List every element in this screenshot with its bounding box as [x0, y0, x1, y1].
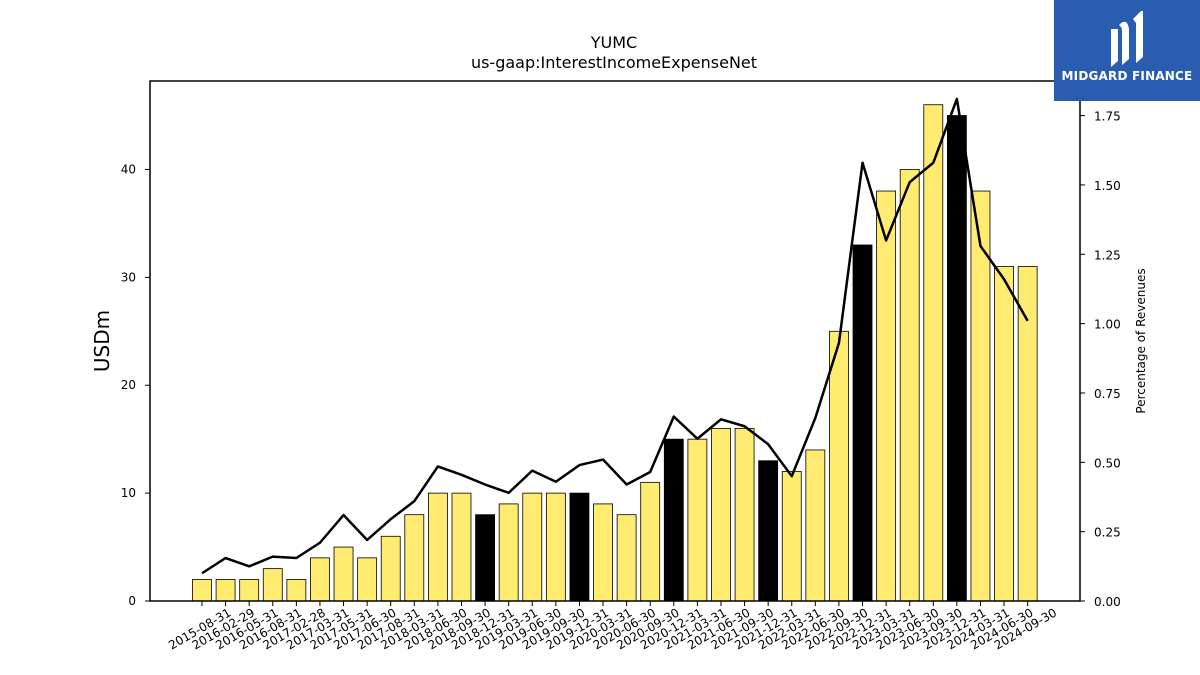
y2-tick-label: 0.00	[1094, 595, 1121, 609]
bar-2019-09-30	[545, 492, 566, 602]
y-tick-label: 30	[121, 270, 136, 284]
bar-2018-12-31	[475, 514, 495, 602]
bar-2023-03-31	[876, 190, 897, 602]
bar-2020-06-30	[616, 514, 637, 602]
y-axis-label: USDm	[90, 310, 114, 372]
bar-2016-05-31	[239, 579, 260, 602]
y2-tick-label: 1.00	[1094, 318, 1121, 332]
y2-tick-label: 0.75	[1094, 387, 1121, 401]
bar-2024-03-31	[970, 190, 991, 602]
y-tick-label: 40	[121, 162, 136, 176]
chart-subtitle: us-gaap:InterestIncomeExpenseNet	[471, 53, 757, 72]
bar-2023-12-31	[946, 115, 967, 602]
y2-tick-label: 1.75	[1094, 110, 1121, 124]
y-tick-label: 10	[121, 486, 136, 500]
bar-2022-09-30	[829, 330, 849, 602]
line-group	[201, 97, 1029, 575]
y-tick-label: 20	[121, 378, 136, 392]
y2-tick-label: 1.50	[1094, 179, 1121, 193]
bar-2017-02-28	[286, 579, 307, 602]
bar-2021-06-30	[711, 427, 731, 602]
bar-2022-12-31	[852, 244, 873, 602]
midgard-finance-logo: MIDGARD FINANCE	[1054, 0, 1200, 101]
bar-2017-03-31	[310, 557, 330, 602]
right-axis: 0.00 0.25 0.50 0.75 1.00 1.25 1.50 1.75	[1080, 110, 1121, 609]
bar-2022-03-31	[781, 471, 802, 602]
bar-2022-06-30	[805, 449, 826, 602]
midgard-logo-icon	[1111, 11, 1143, 67]
bars-group	[192, 104, 1038, 602]
bar-2018-03-31	[404, 514, 425, 602]
y-tick-label: 0	[128, 594, 136, 608]
bar-2017-08-31	[380, 535, 401, 602]
y2-tick-label: 0.50	[1094, 456, 1121, 470]
bar-2019-12-31	[569, 492, 590, 602]
bar-2018-09-30	[451, 492, 472, 602]
bar-2017-06-30	[357, 557, 378, 602]
y2-axis-label: Percentage of Revenues	[1134, 268, 1148, 413]
bar-2024-09-30	[1017, 266, 1038, 602]
bar-2019-06-30	[522, 492, 543, 602]
bar-2017-05-31	[333, 546, 354, 602]
bar-2023-09-30	[923, 104, 944, 602]
bar-2021-12-31	[758, 460, 779, 602]
bar-2020-03-31	[593, 503, 613, 602]
plot-frame	[149, 80, 1081, 602]
bar-2019-03-31	[498, 503, 519, 602]
bar-2015-08-31	[192, 579, 212, 602]
y2-tick-label: 0.25	[1094, 526, 1121, 540]
bar-2016-08-31	[262, 568, 283, 602]
bar-2021-03-31	[687, 438, 708, 602]
y2-tick-label: 1.25	[1094, 248, 1121, 262]
bar-2024-06-30	[994, 266, 1014, 602]
left-axis: 0 10 20 30 40	[121, 162, 150, 608]
logo-text: MIDGARD FINANCE	[1061, 69, 1193, 83]
bar-2018-06-30	[427, 492, 448, 602]
bar-2020-12-31	[663, 438, 684, 602]
bar-2021-09-30	[734, 427, 755, 602]
bar-2020-09-30	[640, 481, 661, 602]
chart-title: YUMC	[590, 33, 637, 52]
bar-2023-06-30	[899, 169, 920, 602]
x-axis: 2015-08-312016-02-292016-05-312016-08-31…	[166, 601, 1059, 652]
percentage-line	[201, 97, 1029, 575]
bar-2016-02-29	[215, 579, 236, 602]
